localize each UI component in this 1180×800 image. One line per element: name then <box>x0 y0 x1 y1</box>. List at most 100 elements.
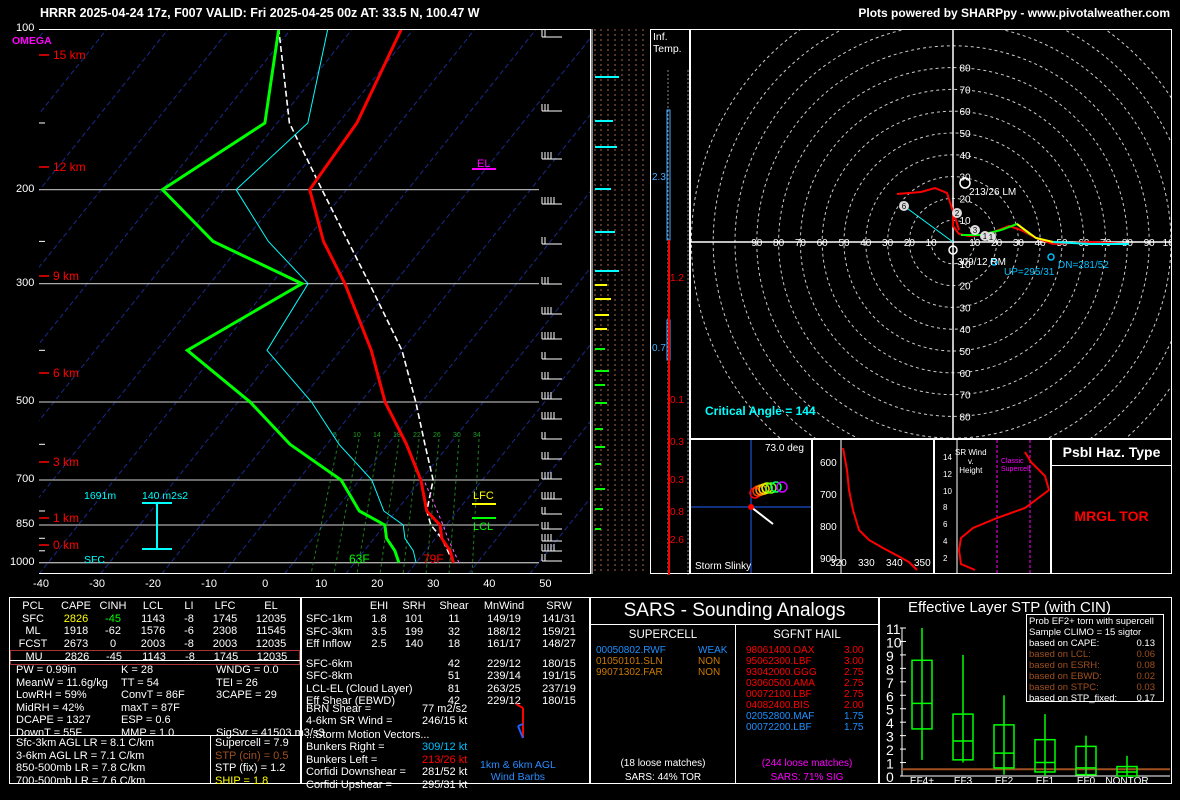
x-tick-label: -30 <box>89 578 105 590</box>
sars-size: 2.00 <box>844 700 864 711</box>
height-label: 12 km <box>53 160 86 174</box>
header-credit: Plots powered by SHARPpy - www.pivotalwe… <box>858 6 1170 20</box>
stp-legend: Prob EF2+ torn with supercell Sample CLI… <box>1026 614 1164 704</box>
parcel-cell: 1576 <box>140 625 166 637</box>
kin-cell: LCL-EL (Cloud Layer) <box>306 682 413 695</box>
sars-size: 2.75 <box>844 689 864 700</box>
parcel-panel: PCL CAPE CINH LCL LI LFC EL SFC 2826 -45 1143 -8 17… <box>9 597 325 787</box>
hodo-y-tick: 60 <box>959 369 971 380</box>
x-tick-label: 40 <box>483 578 496 590</box>
sars-supercell-title: SUPERCELL <box>628 629 698 641</box>
index-cell: 3CAPE = 29 <box>216 689 277 701</box>
inflow-val-5: 0.3 <box>670 475 684 486</box>
storm-slinky-plot <box>691 440 811 573</box>
hodo-rm-marker <box>948 245 958 255</box>
index-row: MidRH = 42% maxT = 87F <box>16 702 301 715</box>
wind-barb <box>541 554 562 562</box>
sars-supercell-row: 00050802.RWF WEAK <box>596 645 727 656</box>
sars-type: WEAK <box>698 645 728 656</box>
height-label: 3 km <box>53 455 79 469</box>
inflow-val-6: 0.8 <box>670 507 684 518</box>
theta-x-3: 350 <box>914 558 931 569</box>
isotherm <box>0 28 292 394</box>
index-cell: ConvT = 86F <box>121 689 185 701</box>
theta-y-2: 800 <box>820 522 837 533</box>
sars-hail-row: 03060500.AMA 2.75 <box>746 678 863 689</box>
hdr-ehi: EHI <box>369 600 389 612</box>
parcel-cell: 2826 <box>63 612 89 625</box>
index-row: DCAPE = 1327 ESP = 0.6 <box>16 714 301 727</box>
srwind-panel: SR Wind v. Height Classic Supercell 14 1… <box>934 439 1051 574</box>
lapse-row: 850-500mb LR = 7.8 C/km <box>16 762 146 774</box>
temperature-trace <box>308 28 455 564</box>
stp-y-tick: 8 <box>886 661 894 677</box>
hodo-9-12km <box>1052 241 1129 245</box>
sars-hail-pct: SARS: 71% SIG <box>770 772 844 783</box>
wind-barb <box>541 412 562 420</box>
temp-sfc-label: 79F <box>423 552 444 566</box>
theta-x-1: 330 <box>858 558 875 569</box>
hodo-y-tick: 60 <box>959 107 971 118</box>
storm-motion-row: Corfidi Upshear = 295/31 kt <box>306 779 467 792</box>
stp-legend-value: 0.03 <box>1136 682 1156 693</box>
wind-barb <box>541 522 562 530</box>
parcel-cell: 1143 <box>142 651 166 663</box>
parcel-cell: -45 <box>106 651 122 663</box>
stp-category: EF3 <box>954 776 973 783</box>
isotherm <box>345 28 783 575</box>
storm-motion-row: Bunkers Left = 213/26 kt <box>306 754 467 767</box>
dewpoint-trace <box>160 28 401 564</box>
srwind-title: SR Wind v. Height <box>955 448 987 475</box>
mixing-ratio-line <box>471 438 480 575</box>
stp-legend-value: 0.02 <box>1136 671 1156 682</box>
stp-title: Effective Layer STP (with CIN) <box>908 599 1111 616</box>
hodo-height-marker <box>970 225 980 235</box>
stp-box <box>993 695 1015 775</box>
hodo-up: UP=295/31 <box>1004 267 1055 278</box>
srwind-y-8: 8 <box>943 503 948 513</box>
srwind-y-12: 12 <box>943 469 952 479</box>
sars-hail-row: 98061400.OAX 3.00 <box>746 645 863 656</box>
sm-value: 281/52 kt <box>422 766 468 778</box>
hodo-y-tick: 80 <box>959 412 971 423</box>
hdr-pcl: PCL <box>22 600 44 612</box>
height-label: 15 km <box>53 48 86 62</box>
hodo-x-tick: 30 <box>1013 238 1025 249</box>
slinky-label: Storm Slinky <box>695 561 752 572</box>
wind-barb <box>541 104 562 112</box>
hodo-y-tick: 40 <box>959 325 971 336</box>
stp-category: EF0 <box>1077 776 1096 783</box>
parcel-cell: 12035 <box>255 612 287 625</box>
stp-y-tick: 6 <box>886 688 894 704</box>
virtual-temp-trace <box>423 479 460 563</box>
stp-y-tick: 5 <box>886 702 894 718</box>
kin-cell: SFC-1km <box>306 613 353 625</box>
hodo-x-tick: 40 <box>860 238 872 249</box>
sars-hail-matches: (244 loose matches) <box>761 758 853 769</box>
sars-date: 95062300.LBF <box>746 656 812 667</box>
kin-cell: 239/14 <box>487 670 521 682</box>
parcel-cell: MU <box>25 651 43 663</box>
hazard-panel: Psbl Haz. Type MRGL TOR <box>1051 439 1172 574</box>
parcel-cell: -8 <box>184 612 194 625</box>
kin-row: SFC-6km 42 229/12 180/15 <box>306 658 589 671</box>
stp-legend-value: 0.13 <box>1136 638 1156 649</box>
lapse-row: 700-500mb LR = 7.6 C/km <box>16 774 146 787</box>
inflow-val-1: 1.2 <box>670 273 684 284</box>
sars-date: 00050802.RWF <box>596 645 666 656</box>
sars-super-pct: SARS: 44% TOR <box>624 772 702 783</box>
kin-cell: 263/25 <box>487 682 521 695</box>
hodo-x-tick: 80 <box>773 238 785 249</box>
hdr-shear: Shear <box>439 600 469 612</box>
sars-size: 1.75 <box>844 722 864 733</box>
kin-cell: SFC-3km <box>306 625 353 638</box>
kin-row: SFC-3km 3.5 199 32 188/12 159/21 <box>306 626 589 639</box>
hodo-height-label: 3 <box>973 226 978 235</box>
hodo-x-tick: 100 <box>1163 238 1171 249</box>
srwind-y-4: 4 <box>943 536 948 546</box>
lfc-label: LFC <box>473 490 494 502</box>
sars-size: 1.75 <box>844 711 864 722</box>
parcel-cell: 1745 <box>213 651 239 663</box>
hdr-li: LI <box>184 600 194 612</box>
sars-date: 04082400.BIS <box>746 700 810 711</box>
